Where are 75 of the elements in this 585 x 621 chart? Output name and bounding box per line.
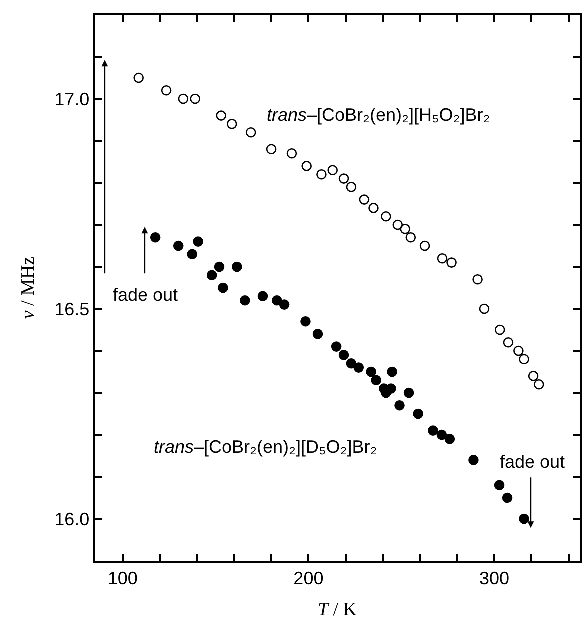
point xyxy=(502,492,513,504)
point xyxy=(258,291,268,302)
point xyxy=(528,371,539,382)
point xyxy=(366,366,376,378)
point xyxy=(494,324,506,336)
point xyxy=(386,384,396,394)
point xyxy=(354,362,364,373)
point xyxy=(178,94,189,104)
point xyxy=(316,169,327,180)
point xyxy=(381,211,392,222)
point xyxy=(346,182,357,192)
point xyxy=(413,408,424,420)
point xyxy=(420,240,430,252)
point xyxy=(240,295,250,306)
point xyxy=(519,354,530,365)
point xyxy=(300,316,311,327)
point xyxy=(368,203,379,214)
x-tick-label: 200 xyxy=(294,568,324,588)
point xyxy=(514,346,524,356)
x-axis-title: T / K xyxy=(318,600,358,621)
y-tick-label: 17.0 xyxy=(54,89,90,110)
point xyxy=(444,434,456,444)
point xyxy=(150,232,161,243)
point xyxy=(206,270,218,281)
annotation: fade out xyxy=(113,285,178,305)
point xyxy=(503,337,514,348)
point xyxy=(392,220,404,230)
annotation: fade out xyxy=(500,452,566,472)
point xyxy=(312,329,324,340)
point xyxy=(161,85,172,96)
point xyxy=(494,480,505,491)
point xyxy=(190,94,200,104)
point xyxy=(437,253,448,264)
point xyxy=(436,430,448,440)
point xyxy=(534,379,544,390)
point xyxy=(406,232,416,243)
point xyxy=(479,304,490,314)
point xyxy=(404,388,414,398)
point xyxy=(359,194,370,205)
point xyxy=(400,224,410,234)
point xyxy=(279,300,290,310)
point xyxy=(286,148,298,159)
point xyxy=(226,119,238,130)
y-axis-title: ν / MHz xyxy=(18,256,39,320)
x-tick-label: 100 xyxy=(108,568,138,588)
point xyxy=(214,262,225,272)
point xyxy=(173,240,184,252)
y-tick-label: 16.5 xyxy=(54,299,90,320)
point xyxy=(216,110,227,121)
point xyxy=(302,161,312,172)
point xyxy=(387,366,398,378)
x-tick-label: 300 xyxy=(479,568,510,588)
point xyxy=(338,174,350,184)
point xyxy=(187,249,198,260)
point xyxy=(218,282,228,294)
point xyxy=(232,262,242,272)
point xyxy=(519,514,530,524)
point xyxy=(331,342,342,352)
point xyxy=(472,274,483,285)
point xyxy=(246,127,256,138)
point xyxy=(346,358,357,369)
point xyxy=(134,72,144,84)
point xyxy=(272,295,282,306)
annotation: trans–[CoBr₂(en)₂][H₅O₂]Br₂ xyxy=(267,105,490,125)
point xyxy=(371,375,382,386)
annotation: trans–[CoBr₂(en)₂][D₅O₂]Br₂ xyxy=(154,437,378,457)
point xyxy=(468,455,479,466)
point xyxy=(338,350,350,360)
point xyxy=(193,236,204,247)
point xyxy=(266,144,277,155)
point xyxy=(394,400,405,411)
y-tick-label: 16.0 xyxy=(54,509,90,530)
point xyxy=(428,426,438,436)
point xyxy=(328,165,338,176)
point xyxy=(446,258,457,268)
